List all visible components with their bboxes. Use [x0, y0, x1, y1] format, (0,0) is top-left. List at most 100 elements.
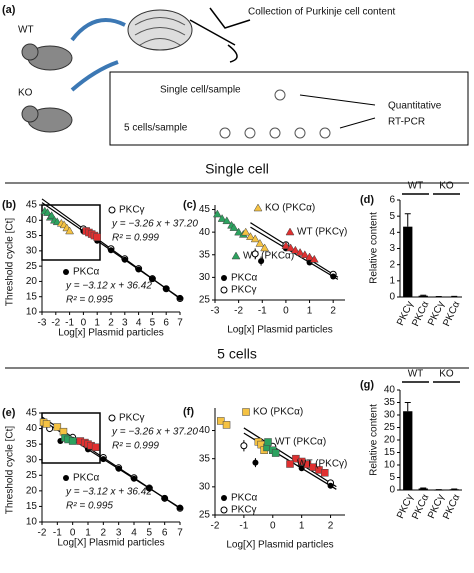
x-tick-label: 0 — [270, 521, 276, 532]
fit-line — [243, 427, 337, 488]
x-tick-label: 2 — [108, 318, 114, 329]
bar — [434, 296, 444, 298]
legend-label: WT (PKCγ) — [297, 459, 347, 470]
point — [271, 449, 280, 457]
y-axis-label: Relative content — [369, 212, 380, 284]
x-tick-label: 1 — [85, 528, 91, 539]
x-axis-label: Log[x] Plasmid particles — [58, 328, 164, 339]
x-axis-label: Log[X] Plasmid particles — [226, 540, 333, 551]
point — [252, 459, 259, 466]
mouse-icon — [21, 43, 39, 61]
y-tick-label: 25 — [384, 422, 396, 433]
legend-label: KO (PKCα) — [265, 203, 315, 214]
legend-label: PKCα — [231, 493, 258, 504]
x-tick-label: 1 — [307, 306, 313, 317]
panel-label: (f) — [183, 406, 194, 418]
point — [217, 214, 227, 222]
y-tick-label: 40 — [26, 423, 38, 434]
x-tick-label: -1 — [239, 521, 248, 532]
y-tick-label: 20 — [384, 435, 396, 446]
x-tick-label: 2 — [101, 528, 107, 539]
legend-label: PKCγ — [231, 285, 257, 296]
point — [300, 250, 310, 259]
group-label: WT — [408, 181, 424, 192]
legend-marker — [264, 438, 272, 446]
point — [65, 226, 75, 235]
y-tick-label: 25 — [26, 470, 38, 481]
group-label: KO — [439, 369, 454, 380]
legend-marker — [221, 275, 227, 281]
y-tick-label: 15 — [384, 447, 396, 458]
group-label: WT — [408, 369, 424, 380]
legend-marker — [253, 203, 263, 212]
point — [281, 241, 291, 249]
point — [68, 437, 77, 445]
legend-label: PKCγ — [119, 413, 145, 424]
panel-label: (g) — [360, 379, 374, 391]
x-tick-label: 1 — [299, 521, 305, 532]
point — [250, 234, 260, 243]
point — [241, 227, 251, 236]
annotation: y = −3.12 x + 36.42 — [65, 281, 152, 292]
point — [305, 252, 314, 261]
point — [177, 294, 183, 301]
arrow — [70, 18, 126, 42]
point — [258, 258, 265, 265]
x-tick-label: 0 — [70, 528, 76, 539]
y-tick-label: 45 — [26, 408, 38, 419]
legend-label: PKCγ — [119, 205, 145, 216]
legend-marker — [220, 286, 228, 294]
section-title: Single cell — [205, 161, 269, 177]
point — [321, 469, 329, 477]
legend-marker — [231, 251, 241, 260]
annotation: y = −3.26 x + 37.20 — [111, 427, 198, 438]
panel-a: (a) WT KO Collection of Purkinje cell co… — [2, 4, 469, 146]
annotation: y = −3.12 x + 36.42 — [65, 487, 152, 498]
x-tick-label: -1 — [65, 318, 74, 329]
x-tick-label: 3 — [116, 528, 122, 539]
y-tick-label: 35 — [26, 439, 38, 450]
sample-box — [109, 71, 469, 146]
y-tick-label: 30 — [199, 272, 211, 283]
point — [43, 208, 52, 216]
cerebellum-icon — [134, 17, 186, 46]
point — [163, 285, 170, 292]
point — [222, 421, 231, 429]
x-tick-label: -3 — [211, 306, 220, 317]
y-tick-label: 6 — [389, 195, 395, 206]
legend-marker — [108, 414, 116, 422]
panel-label: (c) — [183, 199, 197, 211]
x-tick-label: -2 — [234, 306, 243, 317]
legend-marker — [285, 227, 295, 236]
point — [251, 250, 259, 258]
y-tick-label: 35 — [199, 249, 211, 260]
y-tick-label: 40 — [384, 385, 396, 396]
point — [298, 465, 305, 472]
legend-label: PKCα — [73, 473, 100, 484]
point — [135, 266, 142, 273]
point — [100, 456, 107, 463]
panel-label: (b) — [2, 199, 16, 211]
point — [222, 216, 232, 225]
panel-label: (a) — [2, 4, 16, 16]
y-tick-label: 4 — [389, 227, 395, 238]
point — [93, 233, 101, 241]
y-tick-label: 25 — [199, 295, 211, 306]
point — [229, 223, 239, 231]
y-tick-label: 2 — [389, 259, 395, 270]
five-label: 5 cells/sample — [124, 123, 188, 134]
y-tick-label: 35 — [26, 230, 38, 241]
x-axis-label: Log[x] Plasmid particles — [227, 325, 333, 336]
point — [234, 227, 244, 236]
arrow — [70, 60, 119, 92]
x-tick-label: -3 — [38, 318, 47, 329]
bar — [449, 489, 459, 491]
group-label: KO — [439, 181, 454, 192]
x-tick-label: -2 — [38, 528, 47, 539]
point — [212, 209, 222, 218]
legend-label: WT (PKCγ) — [297, 227, 347, 238]
qpcr-label: Quantitative — [388, 101, 442, 112]
x-tick-label: 0 — [283, 306, 289, 317]
annotation: R² = 0.995 — [66, 295, 113, 306]
x-tick-label: 6 — [162, 528, 168, 539]
